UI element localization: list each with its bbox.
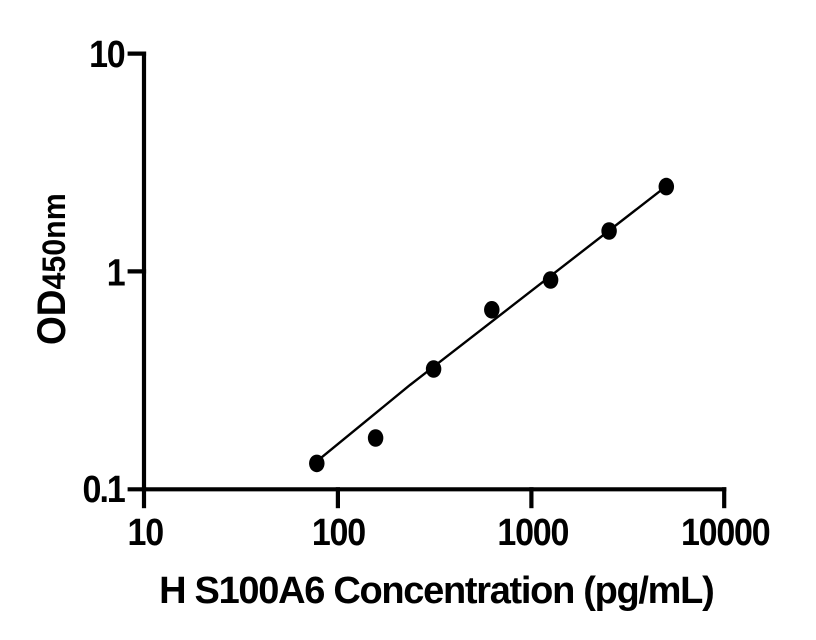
svg-text:1000: 1000 — [497, 510, 568, 553]
svg-text:100: 100 — [312, 510, 365, 553]
svg-text:10: 10 — [89, 33, 125, 76]
svg-text:1: 1 — [107, 251, 125, 294]
svg-text:10000: 10000 — [681, 510, 770, 553]
svg-text:0.1: 0.1 — [83, 468, 125, 511]
svg-text:H S100A6 Concentration (pg/mL): H S100A6 Concentration (pg/mL) — [159, 570, 713, 612]
svg-text:10: 10 — [127, 510, 163, 553]
svg-text:OD450nm: OD450nm — [30, 193, 74, 345]
